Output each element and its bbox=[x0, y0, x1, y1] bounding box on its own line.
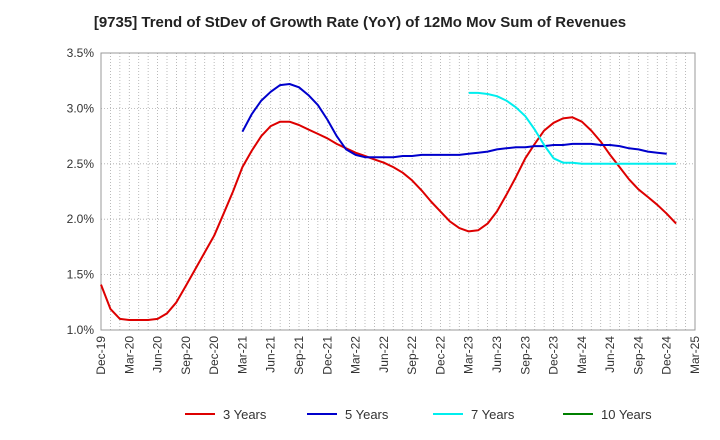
y-tick-label: 2.5% bbox=[67, 157, 95, 171]
x-tick-label: Jun-24 bbox=[603, 336, 617, 373]
y-tick-label: 2.0% bbox=[67, 212, 95, 226]
legend: 3 Years 5 Years 7 Years 10 Years bbox=[185, 407, 652, 422]
x-tick-label: Sep-24 bbox=[631, 336, 645, 375]
x-tick-label: Mar-25 bbox=[688, 336, 702, 374]
series-line-7-years bbox=[468, 91, 677, 165]
x-tick-label: Jun-21 bbox=[264, 336, 278, 373]
legend-label: 3 Years bbox=[223, 407, 267, 422]
x-tick-label: Sep-21 bbox=[292, 336, 306, 375]
x-tick-label: Mar-20 bbox=[122, 336, 136, 374]
y-tick-label: 3.0% bbox=[67, 101, 95, 115]
legend-label: 7 Years bbox=[471, 407, 515, 422]
legend-label: 5 Years bbox=[345, 407, 389, 422]
x-tick-label: Mar-22 bbox=[349, 336, 363, 374]
series-lines bbox=[100, 83, 677, 321]
x-tick-label: Sep-23 bbox=[518, 336, 532, 375]
y-tick-label: 1.0% bbox=[67, 323, 95, 337]
x-tick-label: Sep-22 bbox=[405, 336, 419, 375]
axes: 1.0% 1.5% 2.0% 2.5% 3.0% 3.5% Dec-19 Mar-20 Jun-… bbox=[67, 46, 702, 375]
x-tick-label: Mar-24 bbox=[575, 336, 589, 374]
x-tick-label: Jun-22 bbox=[377, 336, 391, 373]
x-tick-label: Jun-23 bbox=[490, 336, 504, 373]
series-line-3-years bbox=[100, 116, 677, 321]
x-tick-label: Dec-19 bbox=[94, 336, 108, 375]
y-tick-label: 1.5% bbox=[67, 268, 95, 282]
x-tick-label: Dec-20 bbox=[207, 336, 221, 375]
x-tick-label: Mar-21 bbox=[235, 336, 249, 374]
x-tick-label: Sep-20 bbox=[179, 336, 193, 375]
x-tick-label: Jun-20 bbox=[151, 336, 165, 373]
grid bbox=[101, 53, 695, 330]
x-tick-label: Dec-23 bbox=[547, 336, 561, 375]
plot-area-frame bbox=[100, 52, 696, 331]
series-line-5-years bbox=[241, 83, 667, 159]
y-tick-label: 3.5% bbox=[67, 46, 95, 60]
x-tick-label: Dec-21 bbox=[320, 336, 334, 375]
x-tick-label: Dec-22 bbox=[433, 336, 447, 375]
legend-label: 10 Years bbox=[601, 407, 652, 422]
x-tick-label: Dec-24 bbox=[660, 336, 674, 375]
x-tick-label: Mar-23 bbox=[462, 336, 476, 374]
chart-title: [9735] Trend of StDev of Growth Rate (Yo… bbox=[93, 14, 627, 31]
